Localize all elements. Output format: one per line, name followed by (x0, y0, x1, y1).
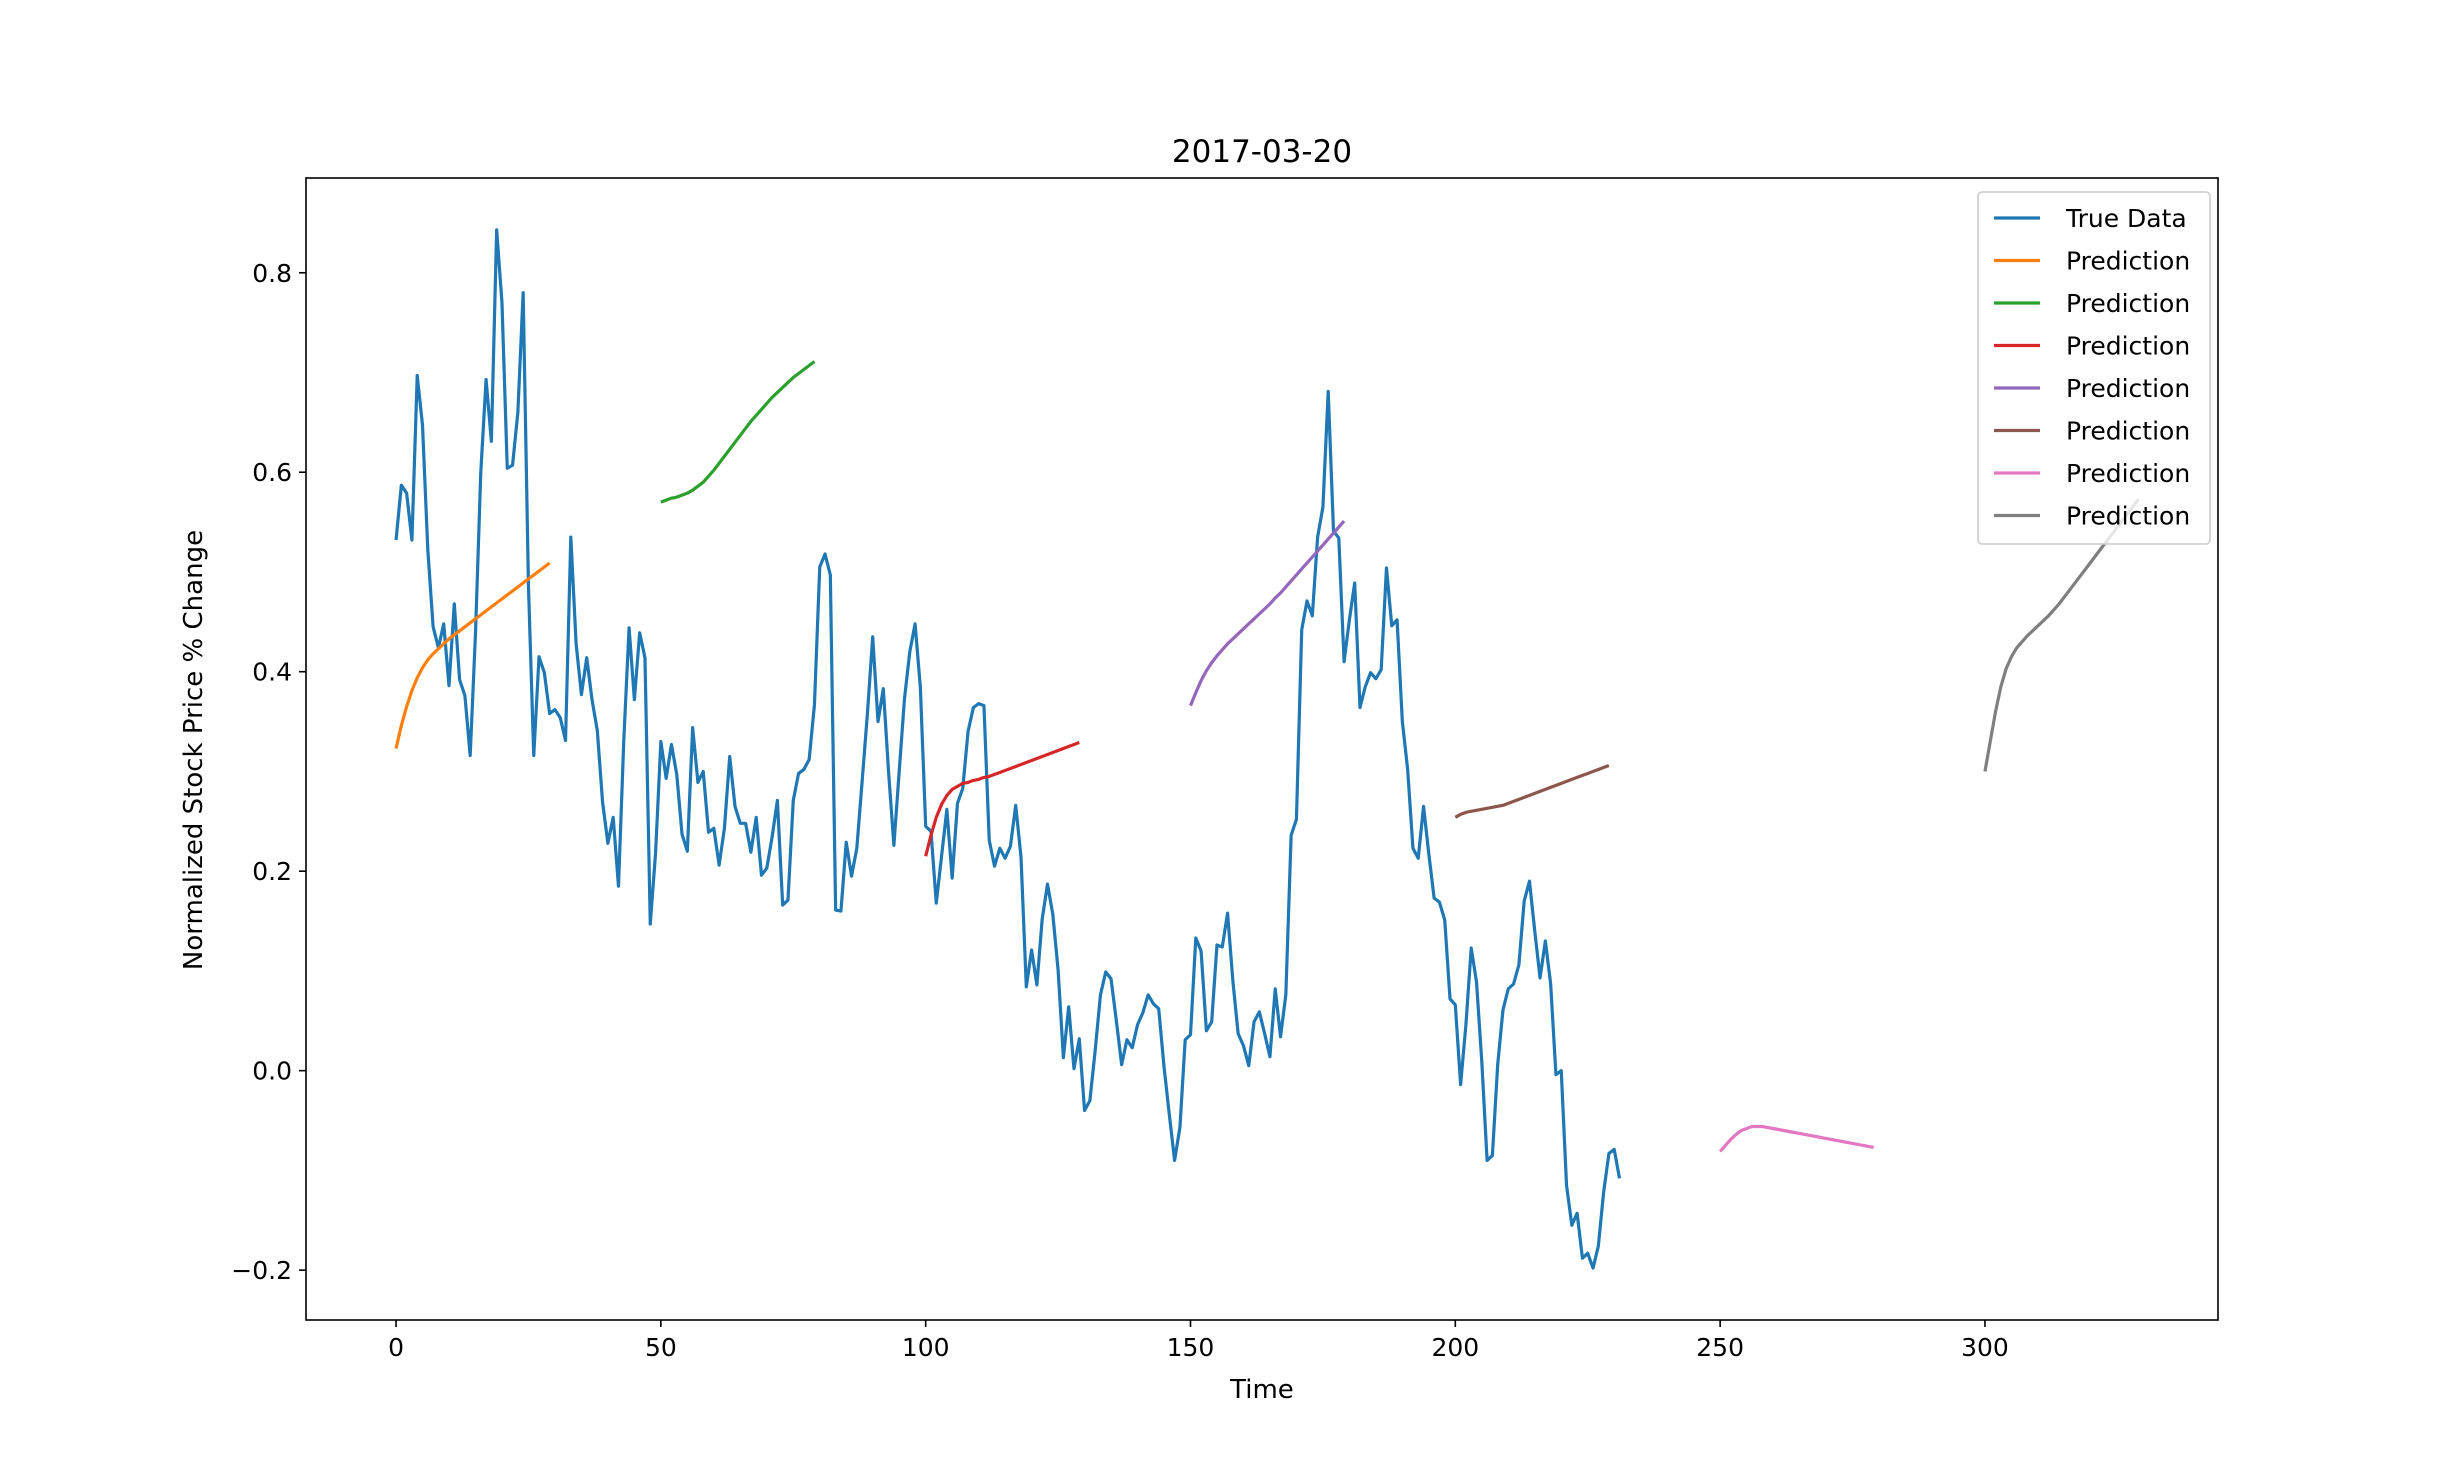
legend-label: Prediction (2066, 247, 2190, 276)
y-tick-label: 0.8 (252, 259, 292, 288)
chart-title: 2017-03-20 (1172, 134, 1352, 170)
legend-label: Prediction (2066, 417, 2190, 446)
legend-label: Prediction (2066, 459, 2190, 488)
series-line-0 (394, 228, 1622, 1270)
series-line-3 (924, 741, 1080, 857)
x-tick-label: 200 (1431, 1333, 1479, 1362)
y-tick-label: 0.0 (252, 1057, 292, 1086)
legend-label: Prediction (2066, 332, 2190, 361)
y-tick-label: 0.6 (252, 458, 292, 487)
x-tick-label: 150 (1167, 1333, 1215, 1362)
series-line-1 (394, 561, 551, 749)
legend: True Data Prediction Prediction Prediction P… (1977, 191, 2211, 545)
x-tick-label: 300 (1961, 1333, 2009, 1362)
legend-label: True Data (2065, 204, 2187, 233)
y-tick-label: 0.2 (252, 857, 292, 886)
series-line-5 (1454, 763, 1610, 819)
axes: 0 50 100 150 200 250 300 −0.2 0.0 0.2 0.4 0.6 0.8 (231, 177, 2219, 1362)
series-line-6 (1718, 1124, 1875, 1153)
x-tick-label: 100 (902, 1333, 950, 1362)
series-line-4 (1189, 520, 1346, 707)
plot-frame (305, 177, 2219, 1321)
legend-label: Prediction (2066, 374, 2190, 403)
x-tick-label: 250 (1696, 1333, 1744, 1362)
legend-label: Prediction (2066, 289, 2190, 318)
x-axis-label: Time (1229, 1375, 1294, 1405)
legend-box (1977, 191, 2211, 545)
y-tick-label: 0.4 (252, 658, 292, 687)
y-axis-label: Normalized Stock Price % Change (179, 530, 209, 970)
y-tick-label: −0.2 (231, 1256, 292, 1285)
legend-label: Prediction (2066, 502, 2190, 531)
plot-content (394, 228, 2140, 1270)
x-tick-label: 0 (388, 1333, 404, 1362)
series-line-2 (660, 360, 816, 504)
x-tick-label: 50 (645, 1333, 677, 1362)
